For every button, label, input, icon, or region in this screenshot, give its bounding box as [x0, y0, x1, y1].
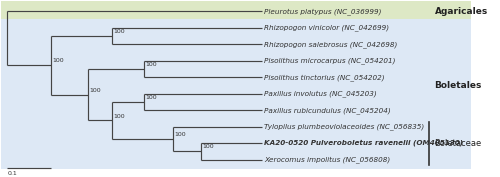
- Text: Pisolithus tinctorius (NC_054202): Pisolithus tinctorius (NC_054202): [264, 74, 384, 81]
- Text: Tylopilus plumbeoviolaceoides (NC_056835): Tylopilus plumbeoviolaceoides (NC_056835…: [264, 123, 424, 130]
- Text: 100: 100: [146, 62, 157, 67]
- Text: 100: 100: [113, 29, 124, 34]
- Text: Boletaceae: Boletaceae: [434, 139, 482, 148]
- Text: Agaricales: Agaricales: [434, 7, 488, 16]
- Text: 0.1: 0.1: [7, 171, 17, 176]
- Text: 100: 100: [52, 58, 64, 64]
- Text: Paxillus rubicundulus (NC_045204): Paxillus rubicundulus (NC_045204): [264, 107, 390, 114]
- Text: Pleurotus platypus (NC_036999): Pleurotus platypus (NC_036999): [264, 8, 382, 15]
- Text: 100: 100: [174, 132, 186, 137]
- Text: Rhizopogon salebrosus (NC_042698): Rhizopogon salebrosus (NC_042698): [264, 41, 398, 48]
- Text: Paxillus involutus (NC_045203): Paxillus involutus (NC_045203): [264, 90, 376, 97]
- Text: Rhizopogon vinicolor (NC_042699): Rhizopogon vinicolor (NC_042699): [264, 24, 389, 31]
- Text: Xerocomus impolitus (NC_056808): Xerocomus impolitus (NC_056808): [264, 156, 390, 163]
- Text: KA20-0520 Pulveroboletus ravenelii (OM405130): KA20-0520 Pulveroboletus ravenelii (OM40…: [264, 140, 463, 146]
- Text: 100: 100: [89, 88, 101, 93]
- Text: Pisolithus microcarpus (NC_054201): Pisolithus microcarpus (NC_054201): [264, 57, 396, 64]
- Bar: [0, 1, 480, 19]
- Text: 100: 100: [202, 144, 214, 149]
- Text: 100: 100: [113, 113, 124, 119]
- Text: 100: 100: [146, 95, 157, 100]
- Text: Boletales: Boletales: [434, 81, 482, 90]
